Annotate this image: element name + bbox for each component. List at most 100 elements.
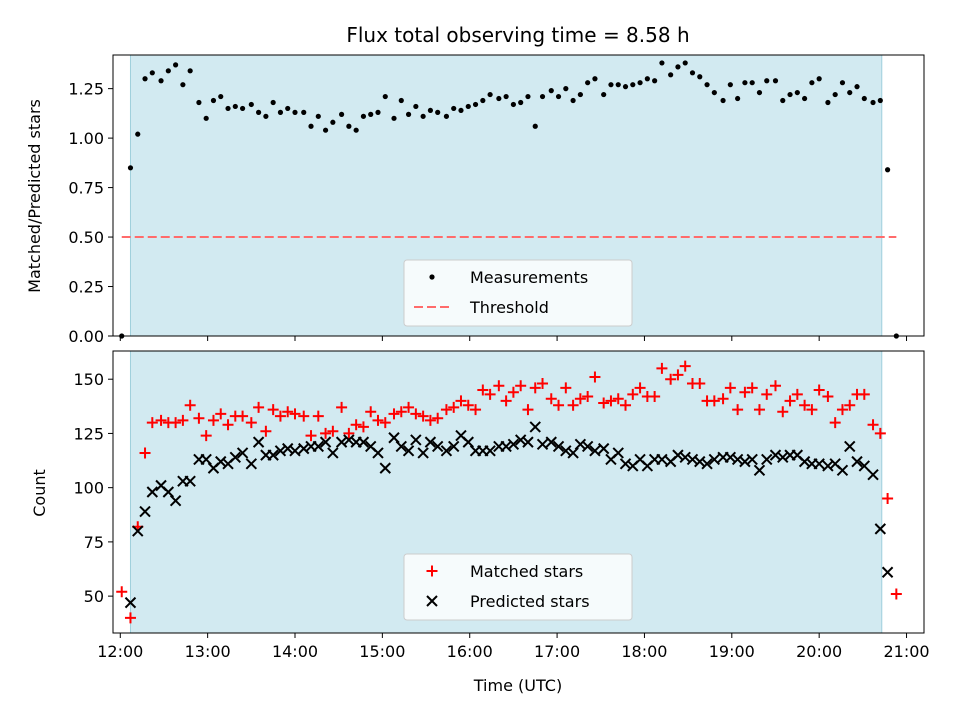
- matched-star-point: [672, 369, 684, 381]
- x-tick-label: 12:00: [97, 642, 143, 661]
- predicted-star-point: [522, 436, 534, 448]
- predicted-star-point: [769, 449, 782, 461]
- predicted-star-point: [798, 455, 811, 468]
- matched-star-point: [282, 406, 294, 418]
- legend: Measurements Threshold: [403, 259, 633, 327]
- measurement-point: [539, 93, 546, 100]
- x-tick-label: 16:00: [447, 642, 493, 661]
- measurement-point: [854, 84, 860, 90]
- measurement-point: [391, 115, 397, 121]
- matched-star-point: [769, 380, 781, 392]
- predicted-star-point: [851, 455, 863, 468]
- predicted-star-point: [410, 434, 422, 446]
- matched-star-point: [515, 380, 527, 392]
- predicted-star-point: [656, 453, 668, 466]
- measurement-point: [301, 109, 307, 115]
- matched-star-point: [274, 410, 286, 422]
- axes-frame: [112, 350, 925, 634]
- matched-star-point: [432, 412, 444, 424]
- matched-star-point: [560, 382, 572, 394]
- matched-star-point: [357, 421, 369, 433]
- matched-star-point: [813, 384, 825, 396]
- measurement-point: [518, 99, 524, 106]
- measurement-point: [435, 109, 441, 115]
- measurement-point: [480, 97, 486, 104]
- predicted-star-point: [184, 475, 196, 487]
- series-measurements: [119, 60, 899, 339]
- predicted-star-point: [335, 436, 348, 448]
- measurement-point: [772, 78, 779, 84]
- matched-star-point: [484, 388, 496, 400]
- measurement-point: [601, 91, 607, 98]
- predicted-star-point: [402, 445, 415, 457]
- y-tick-label: 1.25: [68, 80, 104, 99]
- predicted-star-point: [357, 436, 370, 448]
- measurement-point: [727, 82, 733, 88]
- predicted-star-point: [777, 451, 789, 463]
- matched-star-point: [598, 397, 610, 409]
- measurement-point: [563, 86, 569, 92]
- matched-star-point: [791, 388, 803, 400]
- matched-star-point: [222, 419, 234, 431]
- matched-star-point: [350, 419, 362, 431]
- measurement-point: [496, 95, 502, 102]
- bottom-ylabel: Count: [30, 469, 49, 517]
- measurement-point: [644, 76, 650, 82]
- measurement-point: [652, 78, 658, 84]
- matched-star-point: [500, 395, 512, 407]
- matched-star-point: [215, 408, 227, 420]
- measurement-point: [675, 64, 681, 70]
- matched-star-point: [253, 401, 265, 413]
- predicted-star-point: [836, 464, 849, 477]
- measurement-point: [711, 89, 717, 96]
- legend-matched-marker: [426, 565, 438, 577]
- measurement-point: [443, 113, 450, 119]
- predicted-star-point: [761, 453, 773, 466]
- matched-star-point: [336, 401, 348, 413]
- matched-star-point: [694, 378, 706, 390]
- matched-star-point: [582, 391, 594, 403]
- measurement-point: [832, 91, 838, 98]
- predicted-star-point: [552, 440, 565, 453]
- matched-star-point: [379, 417, 391, 429]
- predicted-star-point: [881, 566, 894, 578]
- measurement-point: [427, 107, 434, 114]
- y-tick-label: 1.00: [68, 129, 104, 148]
- measurement-point: [173, 62, 179, 68]
- measurement-point: [127, 165, 134, 171]
- predicted-star-point: [124, 596, 137, 609]
- measurement-point: [697, 74, 703, 80]
- measurement-point: [346, 123, 352, 129]
- predicted-star-point: [731, 453, 744, 466]
- matched-star-point: [665, 373, 677, 385]
- measurement-point: [458, 107, 464, 114]
- predicted-star-point: [379, 462, 391, 474]
- matched-star-point: [170, 417, 182, 429]
- predicted-star-point: [672, 449, 684, 461]
- measurement-point: [382, 93, 388, 100]
- matched-star-point: [858, 388, 870, 400]
- matched-star-point: [403, 401, 415, 413]
- predicted-star-point: [417, 447, 429, 459]
- measurement-point: [263, 113, 269, 119]
- legend-label: Predicted stars: [470, 592, 590, 611]
- measurement-point: [322, 127, 329, 133]
- y-tick-label: 0.00: [68, 327, 104, 346]
- measurement-point: [360, 113, 367, 119]
- matched-star-point: [200, 430, 212, 442]
- predicted-star-point: [753, 464, 766, 477]
- measurement-point: [756, 89, 763, 96]
- measurement-point: [256, 109, 262, 115]
- y-tick-label: 0.75: [68, 179, 104, 198]
- measurement-point: [780, 97, 786, 104]
- matched-star-point: [507, 386, 519, 398]
- matched-star-point: [245, 417, 257, 429]
- legend: Matched stars Predicted stars: [403, 553, 633, 621]
- predicted-star-point: [867, 468, 879, 481]
- matched-star-point: [874, 427, 886, 439]
- matched-star-point: [612, 393, 624, 405]
- predicted-star-point: [146, 486, 159, 498]
- bottom-panel: 50 75 100 125 150 12:00 13:00 14:00 15:00 16:00 17…: [73, 350, 930, 661]
- predicted-star-point: [274, 445, 287, 457]
- predicted-star-point: [267, 449, 279, 461]
